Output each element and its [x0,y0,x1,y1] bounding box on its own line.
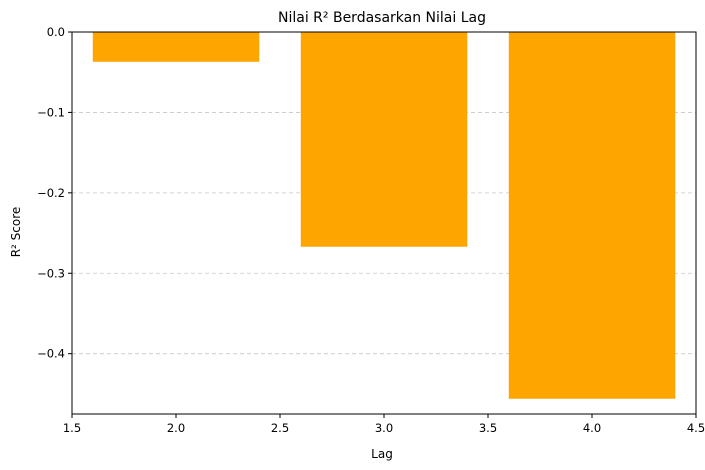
x-tick-label: 3.5 [479,421,497,435]
y-tick-label: −0.1 [37,105,65,119]
x-axis-ticks: 1.5 2.0 2.5 3.0 3.5 4.0 4.5 [63,414,705,435]
y-axis-ticks: 0.0 −0.1 −0.2 −0.3 −0.4 [37,25,72,361]
x-tick-label: 4.0 [583,421,601,435]
bar-lag-3 [300,32,468,247]
y-tick-label: 0.0 [47,25,65,39]
x-tick-label: 1.5 [63,421,81,435]
y-tick-label: −0.2 [37,186,65,200]
chart-title: Nilai R² Berdasarkan Nilai Lag [278,10,486,26]
y-axis-label: R² Score [9,207,23,258]
bar-lag-2 [92,32,260,62]
y-tick-label: −0.4 [37,347,65,361]
x-tick-label: 4.5 [687,421,705,435]
x-tick-label: 2.0 [167,421,185,435]
x-tick-label: 2.5 [271,421,289,435]
x-axis-label: Lag [371,447,393,461]
x-tick-label: 3.0 [375,421,393,435]
bar-series [92,32,676,399]
bar-lag-4 [508,32,676,399]
y-tick-label: −0.3 [37,266,65,280]
